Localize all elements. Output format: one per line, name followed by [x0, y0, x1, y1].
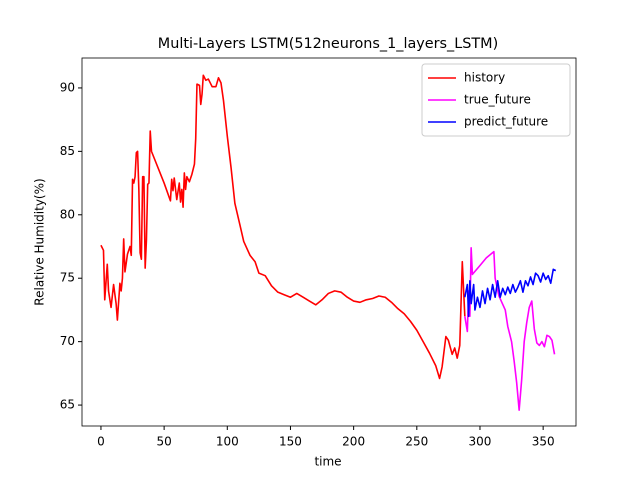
x-tick-label: 250 [405, 435, 428, 449]
x-axis-label: time [314, 455, 341, 469]
x-tick-label: 100 [216, 435, 239, 449]
plot-frame [81, 57, 577, 427]
y-tick-label: 70 [60, 334, 75, 348]
x-tick-label: 0 [97, 435, 105, 449]
y-tick-label: 75 [60, 271, 75, 285]
series-line [100, 74, 466, 380]
y-tick-label: 65 [60, 398, 75, 412]
x-tick-label: 350 [532, 435, 555, 449]
y-axis-label: Relative Humidity(%) [33, 178, 47, 305]
series-line [464, 246, 556, 411]
legend-label: predict_future [464, 115, 548, 129]
legend-label: true_future [464, 93, 531, 107]
x-tick-label: 200 [342, 435, 365, 449]
x-tick-label: 150 [279, 435, 302, 449]
y-tick-label: 85 [60, 144, 75, 158]
y-tick-label: 80 [60, 207, 75, 221]
y-tick-label: 90 [60, 80, 75, 94]
x-tick-label: 300 [469, 435, 492, 449]
legend-label: history [464, 71, 505, 85]
x-tick-label: 50 [156, 435, 171, 449]
chart-title: Multi-Layers LSTM(512neurons_1_layers_LS… [158, 36, 498, 52]
legend-box [421, 63, 571, 137]
series-line [464, 268, 557, 318]
